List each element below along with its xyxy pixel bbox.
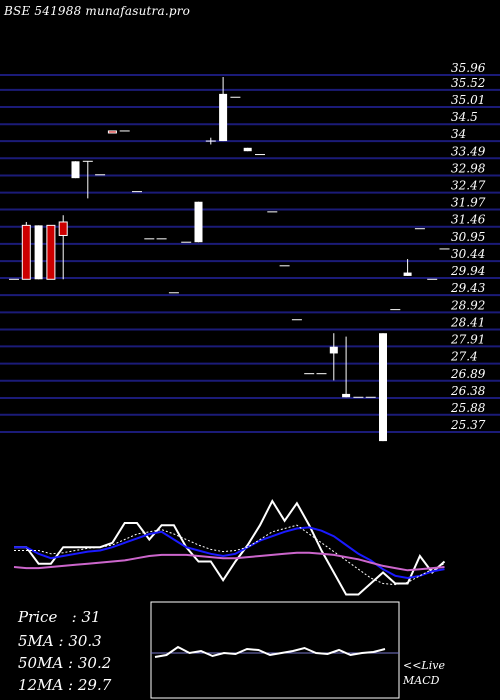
candle (329, 333, 338, 381)
y-tick-label: 26.89 (450, 367, 486, 381)
candle-body (34, 225, 43, 280)
live-link[interactable]: <<Live (403, 659, 445, 672)
ma5-stat: 5MA : 30.3 (18, 632, 102, 650)
candle-body (243, 147, 252, 152)
macd-label: MACD (403, 674, 440, 687)
candle-body (46, 224, 56, 280)
candle (205, 137, 216, 145)
candle-body (58, 221, 68, 236)
y-tick-label: 28.41 (450, 316, 485, 330)
candle-body (21, 224, 31, 280)
y-tick-label: 32.47 (451, 179, 486, 193)
black-indicator-line (14, 524, 445, 586)
y-tick-label: 30.44 (451, 247, 485, 261)
white-indicator-line (14, 498, 446, 596)
y-tick-label: 31.97 (451, 196, 486, 210)
y-tick-label: 25.88 (450, 401, 486, 415)
y-tick-label: 28.92 (450, 298, 485, 312)
ma50-stat: 50MA : 30.2 (18, 654, 112, 672)
y-tick-label: 33.49 (451, 144, 486, 158)
blue-indicator-line (14, 526, 445, 580)
magenta-indicator-line (13, 551, 445, 572)
y-tick-label: 34 (451, 127, 466, 141)
candle (107, 130, 117, 134)
live-label-block[interactable]: <<Live MACD (403, 658, 445, 688)
candle-body (342, 393, 351, 398)
candle (403, 259, 412, 276)
candle-body (329, 346, 338, 354)
y-tick-label: 35.52 (451, 76, 485, 90)
candle (82, 160, 93, 199)
y-tick-label: 25.37 (450, 418, 486, 432)
y-tick-label: 35.96 (451, 61, 486, 75)
candle-body (219, 93, 228, 142)
y-tick-label: 26.38 (450, 384, 486, 398)
candle (342, 336, 351, 398)
candle-body (403, 272, 412, 276)
y-tick-label: 29.43 (450, 281, 486, 295)
candle (21, 221, 31, 280)
y-tick-label: 34.5 (451, 110, 478, 124)
macd-panel (150, 601, 400, 699)
candle-body (107, 130, 117, 134)
y-tick-label: 27.4 (450, 350, 478, 364)
candle (46, 224, 56, 280)
chart-title: BSE 541988 munafasutra.pro (4, 4, 191, 18)
candle (71, 161, 80, 179)
price-stat: Price : 31 (18, 608, 101, 626)
y-tick-label: 29.94 (450, 264, 485, 278)
candle-body (71, 161, 80, 179)
candle (194, 201, 203, 243)
candle (58, 215, 68, 280)
candle (219, 77, 228, 142)
y-tick-label: 27.91 (450, 332, 485, 346)
candle (34, 225, 43, 280)
y-tick-label: 32.98 (451, 161, 486, 175)
macd-line (154, 645, 386, 658)
candle-body (194, 201, 203, 243)
y-tick-label: 30.95 (451, 230, 485, 244)
candle (379, 333, 387, 442)
candle (243, 147, 252, 152)
y-tick-label: 31.46 (451, 213, 486, 227)
y-tick-label: 35.01 (451, 93, 485, 107)
candle-body (379, 333, 387, 442)
ma12-stat: 12MA : 29.7 (18, 676, 112, 694)
